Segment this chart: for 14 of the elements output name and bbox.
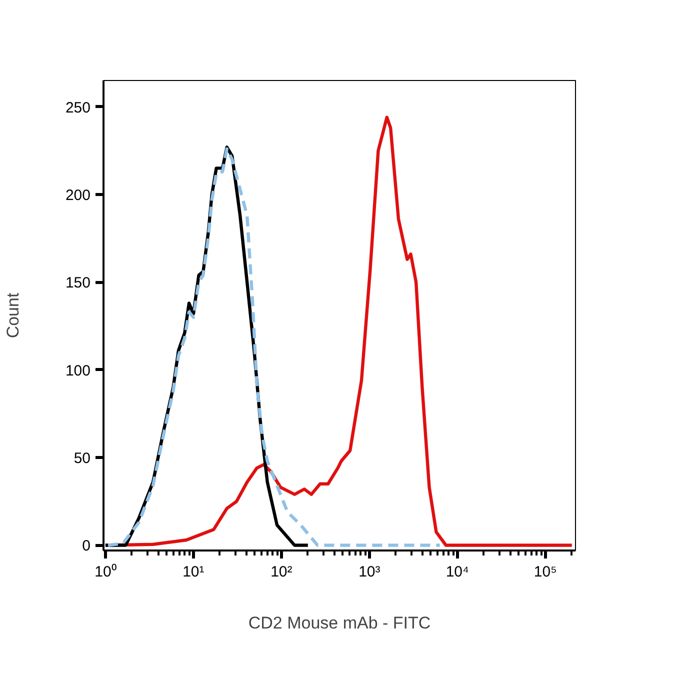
x-tick-label: 10⁵ [534,564,557,580]
y-tick-label: 50 [74,450,91,468]
x-axis-title: CD2 Mouse mAb - FITC [248,614,431,632]
x-tick-label: 10¹ [182,564,204,580]
y-axis-title: Count [3,292,22,338]
y-tick-label: 200 [65,186,91,204]
y-tick-label: 150 [65,274,91,292]
y-tick-label: 0 [82,538,90,555]
y-tick-label: 100 [65,362,91,380]
x-tick-label: 10³ [358,564,380,580]
x-tick-label: 10⁴ [446,564,469,580]
x-tick-label: 10² [270,564,292,580]
x-tick-label: 10⁰ [94,564,116,580]
y-tick-label: 250 [65,99,91,116]
